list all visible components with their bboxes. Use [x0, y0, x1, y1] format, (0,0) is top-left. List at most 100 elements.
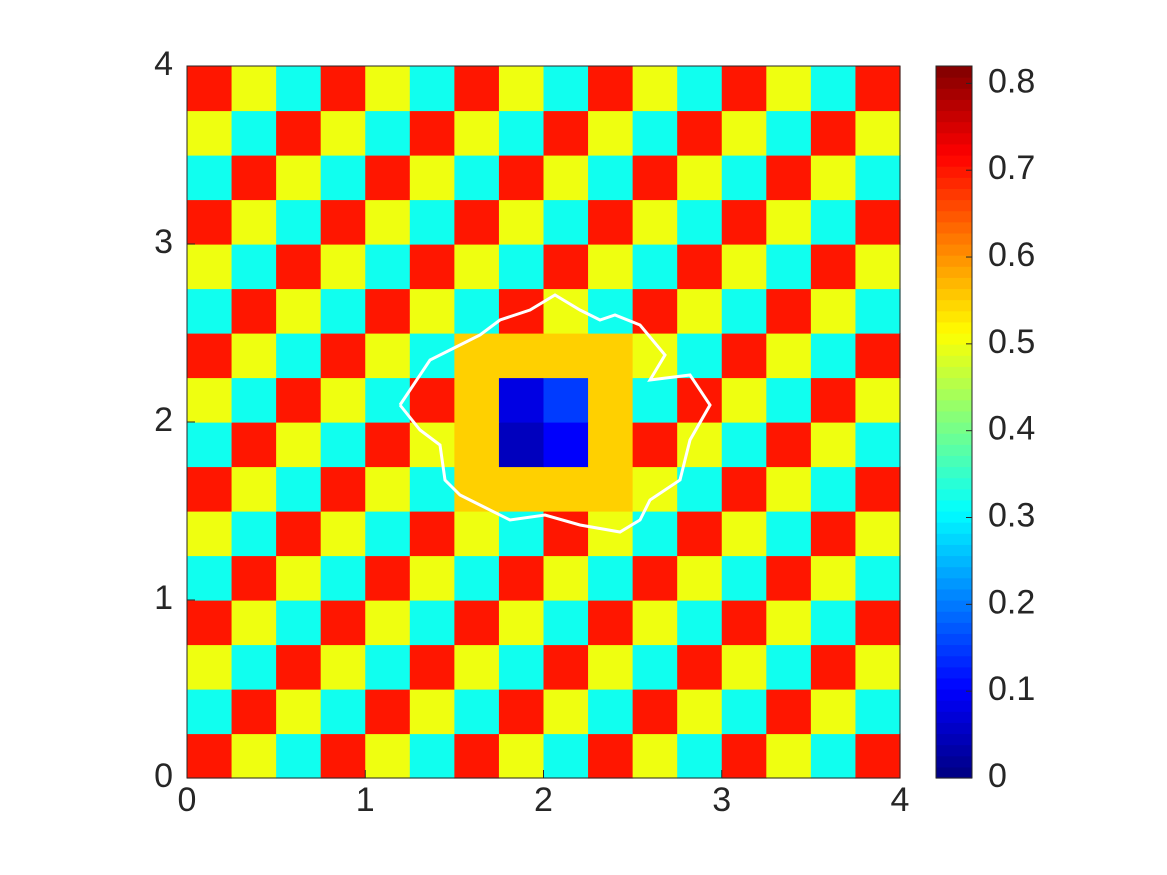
- y-tick-label: 1: [154, 579, 173, 617]
- cell: [543, 244, 589, 290]
- cell: [810, 600, 857, 646]
- cell: [543, 733, 589, 779]
- cell: [543, 333, 589, 379]
- cell: [543, 199, 589, 245]
- cell: [543, 644, 589, 690]
- colorbar-swatch: [936, 110, 972, 123]
- colorbar-tick-label: 0.3: [988, 496, 1035, 534]
- cell: [498, 110, 545, 156]
- cell: [632, 110, 678, 156]
- cell: [454, 511, 500, 557]
- colorbar-tick-label: 0.5: [988, 323, 1035, 361]
- cell: [677, 244, 723, 290]
- cell: [498, 288, 545, 334]
- colorbar-swatch: [936, 143, 972, 156]
- y-tick-label: 0: [154, 757, 173, 795]
- cell: [409, 600, 455, 646]
- colorbar-swatch: [936, 266, 972, 278]
- y-tick-label: 4: [154, 45, 173, 83]
- cell: [365, 244, 411, 290]
- cell: [632, 555, 678, 601]
- cell: [498, 66, 545, 112]
- cell: [231, 199, 277, 245]
- cell: [766, 333, 812, 379]
- colorbar-swatch: [936, 99, 972, 112]
- colorbar-swatch: [936, 488, 972, 501]
- cell: [810, 155, 857, 201]
- colorbar-swatch: [936, 644, 972, 657]
- colorbar-tick-label: 0.8: [988, 62, 1035, 100]
- cell: [632, 466, 678, 512]
- cell: [231, 466, 277, 512]
- cell: [454, 555, 500, 601]
- cell: [320, 511, 366, 557]
- cell: [454, 333, 500, 379]
- cell: [498, 244, 545, 290]
- y-tick-label: 2: [154, 401, 173, 439]
- cell: [766, 555, 812, 601]
- cell: [320, 555, 366, 601]
- cell: [810, 199, 857, 245]
- cell: [365, 155, 411, 201]
- cell: [454, 689, 500, 735]
- cell: [855, 66, 901, 112]
- cell: [588, 511, 634, 557]
- colorbar-frame: [935, 65, 973, 779]
- colorbar-swatch: [936, 744, 972, 757]
- cell: [855, 466, 901, 512]
- cell: [454, 244, 500, 290]
- colorbar-swatch: [936, 433, 972, 445]
- cell: [588, 244, 634, 290]
- cell: [187, 466, 233, 512]
- cell: [632, 199, 678, 245]
- cell: [766, 600, 812, 646]
- cell: [810, 555, 857, 601]
- cell: [320, 377, 366, 423]
- cell: [276, 199, 322, 245]
- cell: [320, 644, 366, 690]
- cell: [320, 244, 366, 290]
- cell: [766, 66, 812, 112]
- colorbar-swatch: [936, 677, 972, 690]
- colorbar-tick-label: 0.6: [988, 236, 1035, 274]
- cell: [588, 66, 634, 112]
- cell: [365, 600, 411, 646]
- cell: [855, 555, 901, 601]
- cell: [276, 600, 322, 646]
- cell: [677, 288, 723, 334]
- cell: [276, 288, 322, 334]
- x-tick-label: 2: [534, 781, 553, 819]
- cell: [810, 244, 857, 290]
- colorbar-swatch: [936, 733, 972, 746]
- colorbar-swatch: [936, 210, 972, 223]
- cell: [588, 199, 634, 245]
- cell: [498, 733, 545, 779]
- cell: [766, 466, 812, 512]
- colorbar-swatch: [936, 255, 972, 267]
- cell: [855, 644, 901, 690]
- cell: [187, 66, 233, 112]
- cell: [276, 110, 322, 156]
- colorbar-swatch: [936, 600, 972, 612]
- cell: [320, 733, 366, 779]
- cell: [365, 110, 411, 156]
- colorbar-swatch: [936, 77, 972, 89]
- colorbar-swatch: [936, 689, 972, 701]
- x-tick-label: 1: [356, 781, 375, 819]
- colorbar-tick-label: 0.2: [988, 583, 1035, 621]
- cell: [766, 733, 812, 779]
- cell: [677, 600, 723, 646]
- colorbar-swatch: [936, 622, 972, 634]
- cell: [231, 600, 277, 646]
- colorbar-swatch: [936, 132, 972, 145]
- cell: [810, 511, 857, 557]
- colorbar-swatch: [936, 477, 972, 490]
- x-tick-label: 4: [891, 781, 910, 819]
- cell: [276, 644, 322, 690]
- cell: [855, 199, 901, 245]
- cell: [454, 422, 500, 468]
- colorbar-swatch: [936, 511, 972, 523]
- cell: [721, 644, 767, 690]
- cell: [276, 689, 322, 735]
